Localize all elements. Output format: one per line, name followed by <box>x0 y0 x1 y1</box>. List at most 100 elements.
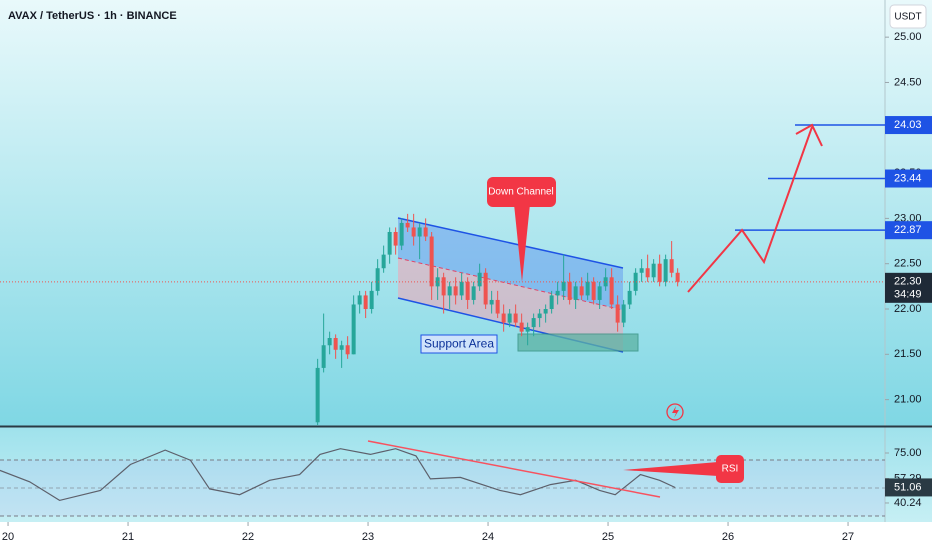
candle-body <box>423 227 428 237</box>
support-label-box <box>420 334 498 354</box>
rsi-tick-label: 40.24 <box>894 497 922 509</box>
candle-body <box>525 327 530 332</box>
x-tick-label: 24 <box>482 531 494 543</box>
candle-body <box>321 345 326 368</box>
candle-body <box>405 222 410 228</box>
y-tick-label: 21.50 <box>894 348 922 360</box>
candle-body <box>591 281 596 300</box>
rsi-tick-label: 75.00 <box>894 447 922 459</box>
level-box <box>885 221 932 240</box>
rsi-callout-text: RSI <box>722 464 739 475</box>
current-price-label: 22.30 <box>894 276 922 288</box>
candle-body <box>615 304 620 323</box>
alert-icon-bolt <box>672 406 679 418</box>
level-label: 23.44 <box>894 172 922 184</box>
candle-body <box>387 231 392 255</box>
candle-body <box>609 277 614 305</box>
channel-mid <box>397 257 624 311</box>
candle-body <box>507 313 512 323</box>
rsi-callout-pointer <box>623 462 718 476</box>
channel-top <box>397 217 624 269</box>
candle-body <box>369 290 374 310</box>
y-tick-label: 24.50 <box>894 76 922 88</box>
channel-upper <box>398 218 623 310</box>
candle-body <box>435 277 440 287</box>
candle-body <box>651 263 656 278</box>
candle-body <box>471 286 476 300</box>
projection-path <box>687 126 813 293</box>
candle-body <box>495 299 500 314</box>
candle-body <box>489 299 494 305</box>
candle-body <box>453 286 458 296</box>
rsi-pane-background <box>0 427 932 522</box>
candle-body <box>627 290 632 305</box>
candle-body <box>459 281 464 296</box>
level-box <box>885 116 932 135</box>
candle-body <box>561 281 566 291</box>
candle-body <box>597 286 602 300</box>
candle-body <box>579 286 584 296</box>
candle-body <box>333 338 338 350</box>
support-label: Support Area <box>424 337 494 351</box>
candle-body <box>339 345 344 350</box>
y-tick-label: 22.50 <box>894 258 922 270</box>
candle-body <box>441 277 446 296</box>
candle-body <box>657 263 662 282</box>
candle-body <box>345 345 350 355</box>
candle-body <box>375 268 380 291</box>
candle-body <box>501 313 506 323</box>
candle-body <box>663 259 668 282</box>
candle-body <box>417 227 422 237</box>
candle-body <box>429 236 434 287</box>
x-tick-label: 26 <box>722 531 734 543</box>
rsi-trendline <box>367 440 661 498</box>
candle-body <box>399 222 404 246</box>
y-tick-label: 25.00 <box>894 31 922 43</box>
current-price-box <box>885 272 932 303</box>
candle-body <box>555 290 560 296</box>
rsi-current-box <box>885 478 932 497</box>
rsi-current-label: 51.06 <box>894 481 922 493</box>
candle-body <box>315 367 320 423</box>
channel-lower <box>398 258 623 352</box>
candle-body <box>477 272 482 287</box>
level-box <box>885 169 932 188</box>
candle-body <box>675 272 680 282</box>
y-tick-label: 22.00 <box>894 303 922 315</box>
alert-icon[interactable] <box>666 403 684 421</box>
candle-body <box>381 254 386 269</box>
projection-arrowhead <box>795 123 823 147</box>
countdown-label: 34:49 <box>894 289 922 301</box>
candle-body <box>603 277 608 287</box>
candle-body <box>639 268 644 273</box>
currency-button[interactable] <box>889 4 927 29</box>
candle-body <box>633 272 638 291</box>
x-tick-label: 27 <box>842 531 854 543</box>
time-axis-background <box>0 522 932 550</box>
channel-callout <box>487 177 556 207</box>
level-label: 24.03 <box>894 119 922 131</box>
candle-body <box>363 295 368 310</box>
candle-body <box>411 227 416 237</box>
candle-body <box>465 281 470 300</box>
candle-body <box>573 286 578 300</box>
support-zone <box>517 333 639 352</box>
x-tick-label: 25 <box>602 531 614 543</box>
candle-body <box>543 309 548 314</box>
candle-body <box>567 281 572 300</box>
y-tick-label: 21.00 <box>894 394 922 406</box>
x-tick-label: 21 <box>122 531 134 543</box>
candle-body <box>537 313 542 319</box>
candle-body <box>483 272 488 305</box>
channel-callout-pointer <box>514 204 530 282</box>
x-tick-label: 22 <box>242 531 254 543</box>
rsi-callout <box>716 455 744 483</box>
candle-body <box>669 259 674 273</box>
candle-body <box>621 304 626 323</box>
rsi-line <box>0 448 676 502</box>
candle-body <box>393 231 398 246</box>
candle-body <box>357 295 362 305</box>
channel-callout-text: Down Channel <box>488 187 554 198</box>
